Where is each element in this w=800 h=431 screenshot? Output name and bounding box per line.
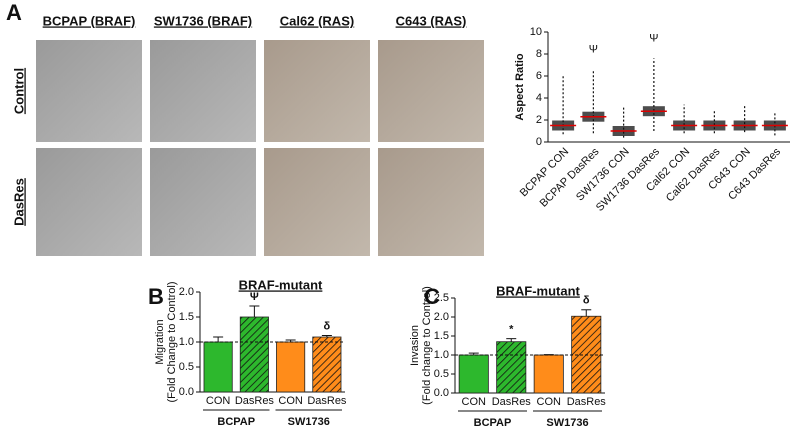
y-tick-label: 2.0 [179, 286, 194, 298]
row-label: DasRes [11, 178, 26, 226]
micrograph [378, 148, 484, 256]
x-tick-label: DasRes [492, 396, 532, 408]
column-label: C643 (RAS) [396, 13, 467, 28]
bar [496, 341, 527, 394]
y-axis-label: Aspect Ratio [514, 53, 526, 121]
y-tick-label: 4 [536, 92, 542, 104]
y-tick-label: 2 [536, 114, 542, 126]
y-tick-label: 0.0 [179, 386, 194, 398]
x-tick-label: CON [278, 395, 303, 407]
bar [312, 336, 342, 393]
y-tick-label: 2.5 [434, 292, 449, 304]
group-label: SW1736 [546, 417, 588, 429]
error-bar [249, 305, 260, 317]
annotation: Ψ [250, 291, 259, 303]
column-label: Cal62 (RAS) [280, 13, 354, 28]
y-tick-label: 10 [530, 26, 542, 38]
x-tick-label: CON [462, 396, 487, 408]
panel-label: C [424, 284, 440, 309]
y-tick-label: 1.0 [179, 336, 194, 348]
bar [533, 354, 564, 394]
x-tick-label: CON [537, 396, 562, 408]
x-tick-label: DasRes [307, 395, 347, 407]
bar [458, 354, 489, 394]
micrograph [150, 40, 256, 142]
bar [203, 341, 233, 393]
y-tick-label: 1.5 [434, 330, 449, 342]
y-tick-label: 1.5 [179, 311, 194, 323]
annotation: Ψ [589, 43, 598, 55]
group-label: BCPAP [474, 417, 512, 429]
micrograph [36, 148, 142, 256]
error-bar [468, 352, 479, 355]
error-bar [321, 335, 332, 337]
error-bar [506, 338, 517, 342]
y-axis-label: Invasion [409, 325, 421, 366]
error-bar [581, 309, 592, 317]
annotation: δ [324, 320, 331, 332]
panel-label: B [148, 284, 164, 309]
group-label: BCPAP [217, 416, 255, 428]
micrograph [264, 40, 370, 142]
y-tick-label: 0.5 [179, 361, 194, 373]
y-tick-label: 0.0 [434, 387, 449, 399]
row-label: Control [11, 68, 26, 114]
micrograph [378, 40, 484, 142]
x-tick-label: CON [206, 395, 231, 407]
annotation: δ [583, 295, 590, 307]
y-tick-label: 0 [536, 136, 542, 148]
y-tick-label: 6 [536, 70, 542, 82]
y-axis-label: (Fold Change to Control) [166, 281, 178, 402]
x-tick-label: DasRes [567, 396, 607, 408]
y-tick-label: 1.0 [434, 349, 449, 361]
panel-label: A [6, 0, 22, 25]
column-label: SW1736 (BRAF) [154, 13, 252, 28]
micrograph [264, 148, 370, 256]
y-tick-label: 2.0 [434, 311, 449, 323]
bar [276, 341, 306, 393]
micrograph [150, 148, 256, 256]
annotation: * [509, 324, 514, 336]
annotation: Ψ [649, 32, 658, 44]
error-bar [213, 336, 224, 342]
micrograph-grid [36, 40, 484, 256]
y-axis-label: (Fold change to Control) [421, 286, 433, 405]
y-axis-label: Migration [154, 319, 166, 364]
bar [239, 316, 269, 393]
y-tick-label: 8 [536, 48, 542, 60]
x-tick-label: SW1736 CON [574, 146, 632, 204]
column-label: BCPAP (BRAF) [43, 13, 136, 28]
group-label: SW1736 [288, 416, 330, 428]
chart-title: BRAF-mutant [496, 283, 580, 298]
chart-title: BRAF-mutant [239, 277, 323, 292]
micrograph [36, 40, 142, 142]
x-tick-label: DasRes [235, 395, 275, 407]
y-tick-label: 0.5 [434, 368, 449, 380]
